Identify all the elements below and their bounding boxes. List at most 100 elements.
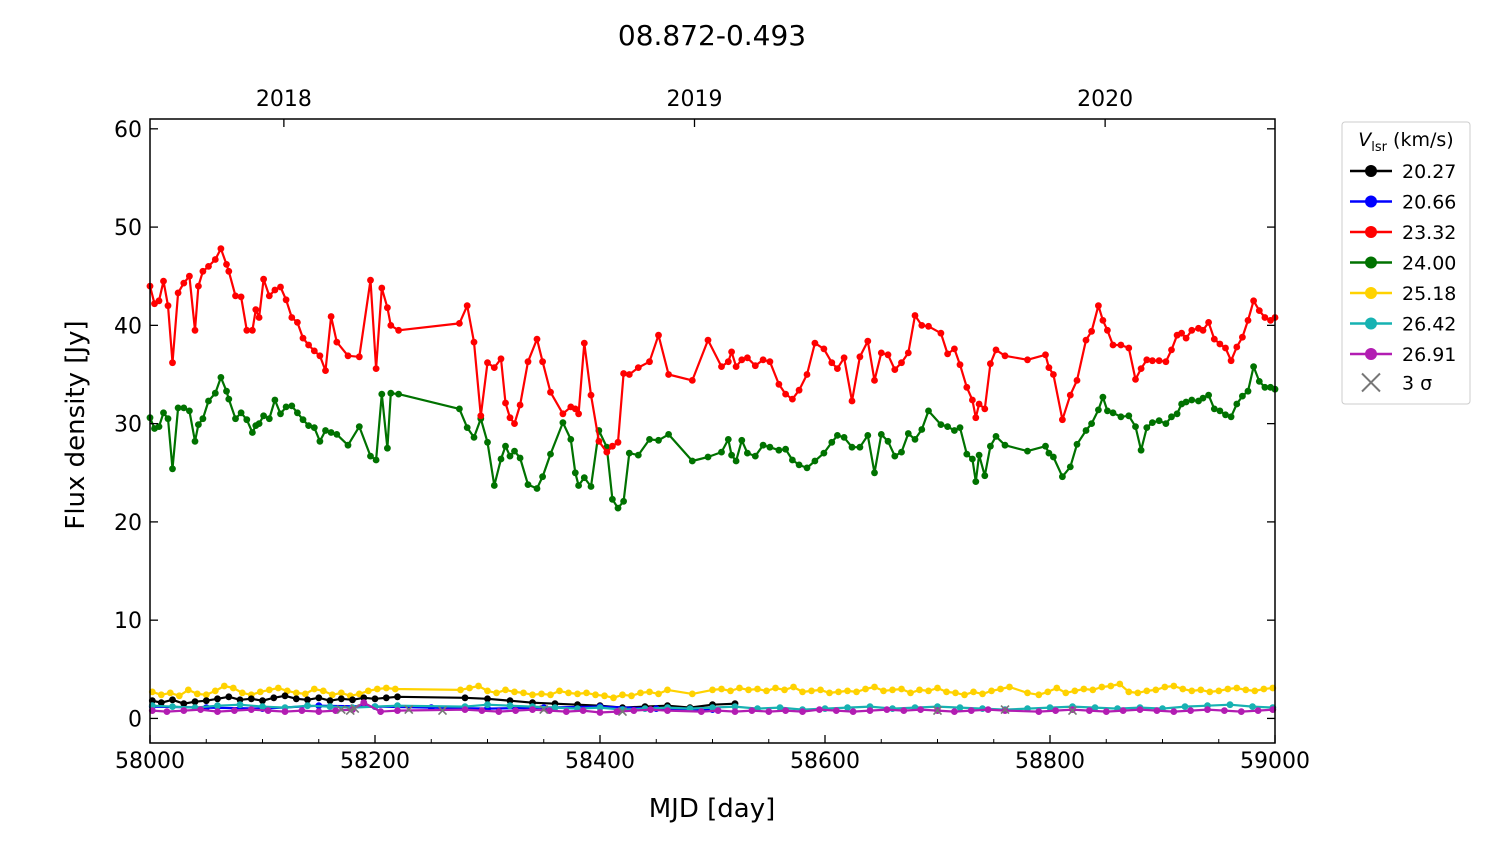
data-point (925, 407, 932, 415)
data-point (175, 692, 183, 700)
data-point (214, 695, 221, 703)
data-point (211, 256, 219, 263)
data-point (1006, 683, 1013, 691)
data-point (647, 706, 654, 713)
data-point (547, 450, 554, 458)
data-point (520, 689, 527, 697)
data-point (260, 275, 267, 283)
data-point (579, 707, 587, 714)
y-tick-label: 20 (114, 511, 142, 536)
data-point (484, 701, 491, 709)
data-point (1109, 341, 1117, 349)
data-point (373, 685, 381, 693)
data-point (1044, 688, 1052, 696)
data-point (163, 708, 171, 715)
data-point (883, 706, 891, 713)
data-point (477, 412, 485, 420)
data-point (1204, 706, 1211, 713)
data-point (1042, 351, 1049, 359)
data-point (225, 693, 233, 701)
data-point (789, 395, 796, 403)
data-point (714, 707, 722, 714)
data-point (856, 443, 864, 451)
data-point (1066, 463, 1074, 471)
data-point (799, 708, 806, 715)
data-point (718, 363, 725, 370)
data-point (559, 410, 567, 418)
data-point (195, 282, 202, 290)
data-point (952, 689, 959, 697)
data-point (1244, 387, 1252, 395)
data-point (547, 691, 554, 699)
data-point (596, 704, 604, 711)
data-point (1182, 398, 1190, 406)
data-point (1222, 411, 1229, 419)
data-point (512, 707, 519, 714)
data-point (619, 691, 626, 699)
data-point (871, 683, 878, 691)
data-point (811, 339, 819, 347)
data-point (169, 703, 176, 710)
data-point (1125, 412, 1133, 420)
data-point (1117, 413, 1125, 421)
data-point (795, 461, 803, 469)
data-point (328, 691, 336, 699)
upper-limits-3sigma (336, 704, 1078, 717)
sigma-marker (1000, 705, 1010, 715)
data-point (231, 707, 238, 714)
data-point (506, 702, 514, 710)
data-point (223, 387, 230, 395)
data-point (217, 374, 225, 381)
data-point (1149, 419, 1156, 426)
data-point (963, 450, 971, 458)
data-point (529, 691, 536, 699)
data-point (614, 504, 622, 512)
data-point (776, 704, 784, 711)
data-point (834, 365, 841, 372)
data-point (495, 708, 503, 715)
data-point (732, 363, 740, 370)
data-point (1119, 707, 1127, 714)
data-point (282, 403, 290, 411)
data-point (956, 361, 964, 369)
legend: Vlsr (km/s) 20.27 20.66 23.32 24.00 25.18 26.… (1341, 121, 1471, 405)
data-point (475, 682, 482, 690)
data-point (1168, 413, 1175, 421)
data-point (160, 409, 167, 417)
data-point (1197, 686, 1205, 694)
data-point (731, 708, 739, 715)
data-point (237, 409, 245, 417)
data-point (853, 688, 860, 696)
data-point (751, 362, 759, 370)
series-line (148, 365, 1276, 510)
data-point (1182, 334, 1190, 342)
data-point (225, 395, 233, 403)
y-tick-label: 50 (114, 216, 142, 241)
x-tick-label: 58200 (340, 749, 410, 774)
legend-title: Vlsr (km/s) (1358, 129, 1453, 155)
data-point (395, 390, 402, 398)
data-point (718, 685, 725, 693)
data-point (587, 483, 595, 490)
legend-label: 24.00 (1402, 253, 1456, 275)
sigma-marker (345, 706, 355, 716)
data-point (1199, 326, 1207, 334)
series-24.00 (146, 363, 1279, 512)
data-point (174, 404, 182, 412)
data-point (493, 689, 500, 697)
chart-title: 08.872-0.493 (618, 19, 806, 52)
plot-area: 58000 58200 58400 58600 58800 59000 0 10 20 30 40 5… (114, 87, 1310, 774)
data-point (1024, 356, 1031, 364)
data-point (197, 706, 205, 713)
data-point (587, 391, 595, 399)
data-point (820, 345, 828, 353)
data-point (583, 689, 590, 697)
data-point (620, 497, 627, 505)
data-point (759, 356, 767, 364)
data-point (1179, 685, 1187, 693)
data-point (951, 708, 958, 715)
data-point (1206, 688, 1214, 696)
data-point (625, 371, 633, 378)
data-point (288, 402, 296, 410)
data-point (820, 449, 828, 457)
